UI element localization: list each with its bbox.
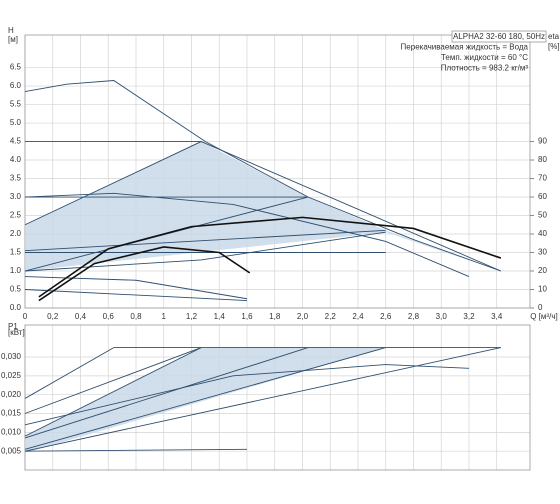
info-text: Перекачиваемая жидкость = Вода bbox=[401, 43, 529, 52]
x-axis-label: Q [м³/ч] bbox=[530, 312, 557, 321]
x-tick-label: 2,2 bbox=[325, 312, 337, 321]
curve bbox=[24, 231, 386, 272]
y2-axis-label: eta bbox=[548, 32, 560, 41]
x-tick-label: 2,6 bbox=[380, 312, 392, 321]
y-tick-label: 0.0 bbox=[10, 303, 22, 312]
curve bbox=[24, 192, 470, 277]
curve bbox=[24, 229, 386, 252]
x-tick-label: 2,0 bbox=[297, 312, 309, 321]
y2-tick-label: 70 bbox=[538, 174, 547, 183]
y-tick-label: 5.5 bbox=[10, 100, 22, 109]
y-tick-label: 0,005 bbox=[1, 446, 22, 455]
y-tick-label: 0.5 bbox=[10, 285, 22, 294]
x-tick-label: 0,6 bbox=[103, 312, 115, 321]
x-tick-label: 1,2 bbox=[186, 312, 198, 321]
curve bbox=[38, 216, 502, 298]
curve bbox=[38, 246, 251, 302]
y-axis-label: H bbox=[8, 26, 14, 35]
x-tick-label: 0,4 bbox=[75, 312, 87, 321]
y2-tick-label: 40 bbox=[538, 229, 547, 238]
x-tick-label: 0,8 bbox=[130, 312, 142, 321]
curve bbox=[24, 347, 202, 414]
curve bbox=[24, 347, 115, 399]
y-tick-label: 0,030 bbox=[1, 352, 22, 361]
y-tick-label: 3.0 bbox=[10, 192, 22, 201]
y-tick-label: 0,020 bbox=[1, 390, 22, 399]
y2-tick-label: 60 bbox=[538, 192, 547, 201]
y2-axis-unit: [%] bbox=[548, 42, 560, 51]
x-tick-label: 0,2 bbox=[47, 312, 59, 321]
y2-tick-label: 0 bbox=[538, 303, 543, 312]
y-tick-label: 4.5 bbox=[10, 137, 22, 146]
y-tick-label: 0,025 bbox=[1, 371, 22, 380]
y2-tick-label: 80 bbox=[538, 155, 547, 164]
y-tick-label: 6.0 bbox=[10, 81, 22, 90]
curve bbox=[24, 276, 248, 300]
x-tick-label: 3,0 bbox=[436, 312, 448, 321]
plot-frame bbox=[24, 34, 531, 309]
curve bbox=[24, 448, 247, 452]
x-tick-label: 1,4 bbox=[214, 312, 226, 321]
y-tick-label: 0,015 bbox=[1, 409, 22, 418]
curve bbox=[24, 289, 248, 302]
y-tick-label: 2.5 bbox=[10, 211, 22, 220]
area bbox=[25, 347, 386, 454]
x-tick-label: 3,2 bbox=[463, 312, 475, 321]
info-text: Темп. жидкости = 60 °C bbox=[441, 53, 528, 62]
y2-tick-label: 10 bbox=[538, 285, 547, 294]
y2-tick-label: 30 bbox=[538, 248, 547, 257]
y-axis-unit: [кВт] bbox=[8, 328, 25, 337]
y2-tick-label: 50 bbox=[538, 211, 547, 220]
x-tick-label: 3,4 bbox=[491, 312, 503, 321]
x-tick-label: 0 bbox=[23, 312, 28, 321]
info-text: ALPHA2 32-60 180, 50Hz bbox=[453, 32, 545, 41]
y2-tick-label: 90 bbox=[538, 137, 547, 146]
x-tick-label: 1 bbox=[162, 312, 167, 321]
info-box bbox=[451, 30, 547, 43]
area bbox=[25, 141, 501, 272]
curve bbox=[24, 347, 309, 439]
y-tick-label: 1.5 bbox=[10, 248, 22, 257]
x-tick-label: 1,6 bbox=[241, 312, 253, 321]
y-tick-label: 4.0 bbox=[10, 155, 22, 164]
y-tick-label: 6.5 bbox=[10, 63, 22, 72]
x-tick-label: 2,8 bbox=[408, 312, 420, 321]
y2-tick-label: 20 bbox=[538, 266, 547, 275]
curve bbox=[24, 347, 202, 437]
curve bbox=[24, 80, 502, 272]
curve bbox=[24, 347, 386, 450]
info-text: Плотность = 983.2 кг/м³ bbox=[441, 64, 529, 73]
y-tick-label: 1.0 bbox=[10, 266, 22, 275]
curve bbox=[24, 347, 501, 452]
y-axis-label: P1 bbox=[8, 322, 18, 331]
y-axis-unit: [м] bbox=[8, 35, 18, 44]
y-tick-label: 2.0 bbox=[10, 229, 22, 238]
y-tick-label: 5.0 bbox=[10, 118, 22, 127]
plot-frame bbox=[24, 324, 531, 471]
y-tick-label: 0,010 bbox=[1, 427, 22, 436]
curve bbox=[24, 364, 469, 426]
x-tick-label: 1,8 bbox=[269, 312, 281, 321]
x-tick-label: 2,4 bbox=[352, 312, 364, 321]
y-tick-label: 3.5 bbox=[10, 174, 22, 183]
